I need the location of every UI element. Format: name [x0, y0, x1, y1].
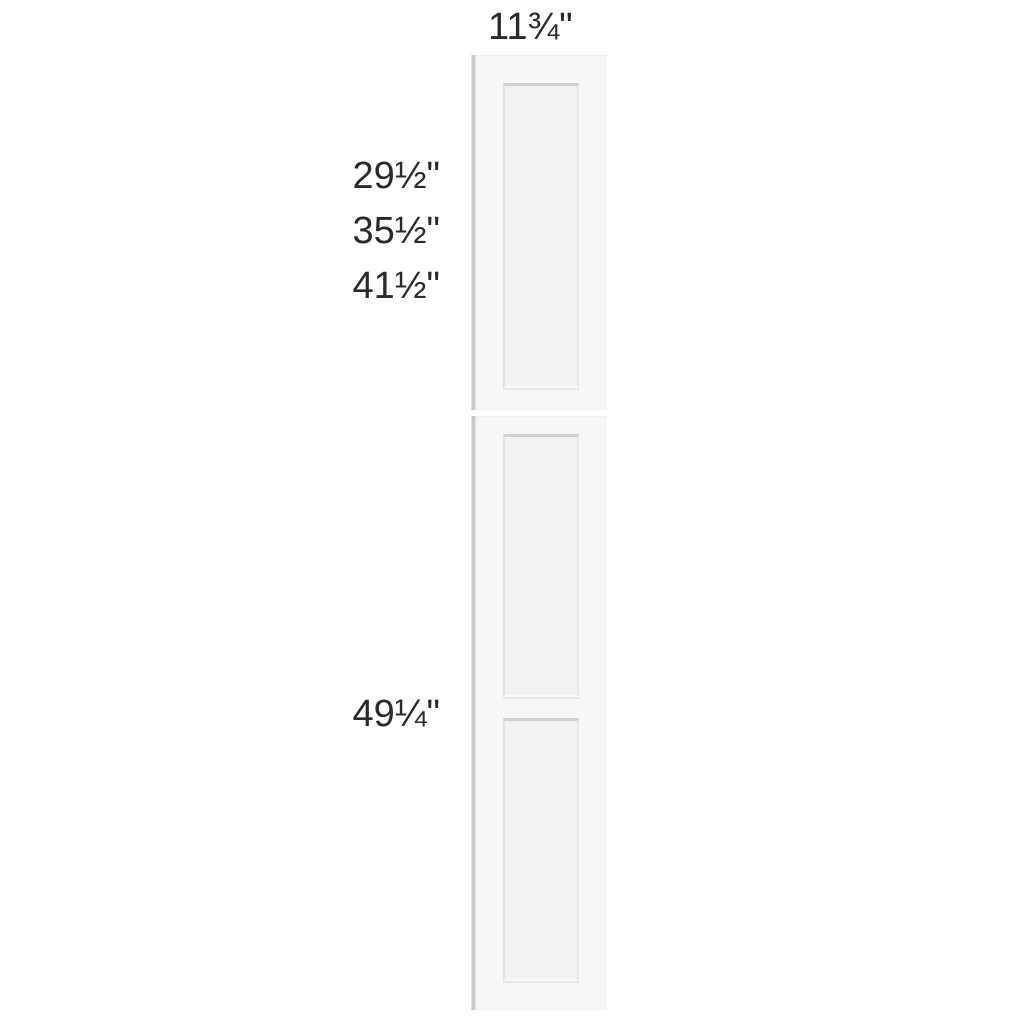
height-option-label: 35½"	[352, 210, 440, 252]
width-dimension-label: 11¾"	[488, 6, 573, 48]
bottom-height-label: 49¼"	[352, 693, 440, 735]
upper-door	[472, 55, 607, 410]
upper-door-panel	[503, 83, 579, 388]
height-option-label: 29½"	[352, 155, 440, 197]
lower-door-upper-panel	[503, 434, 579, 697]
lower-door	[472, 416, 607, 1010]
height-option-label: 41½"	[352, 265, 440, 307]
lower-door-lower-panel	[503, 718, 579, 981]
